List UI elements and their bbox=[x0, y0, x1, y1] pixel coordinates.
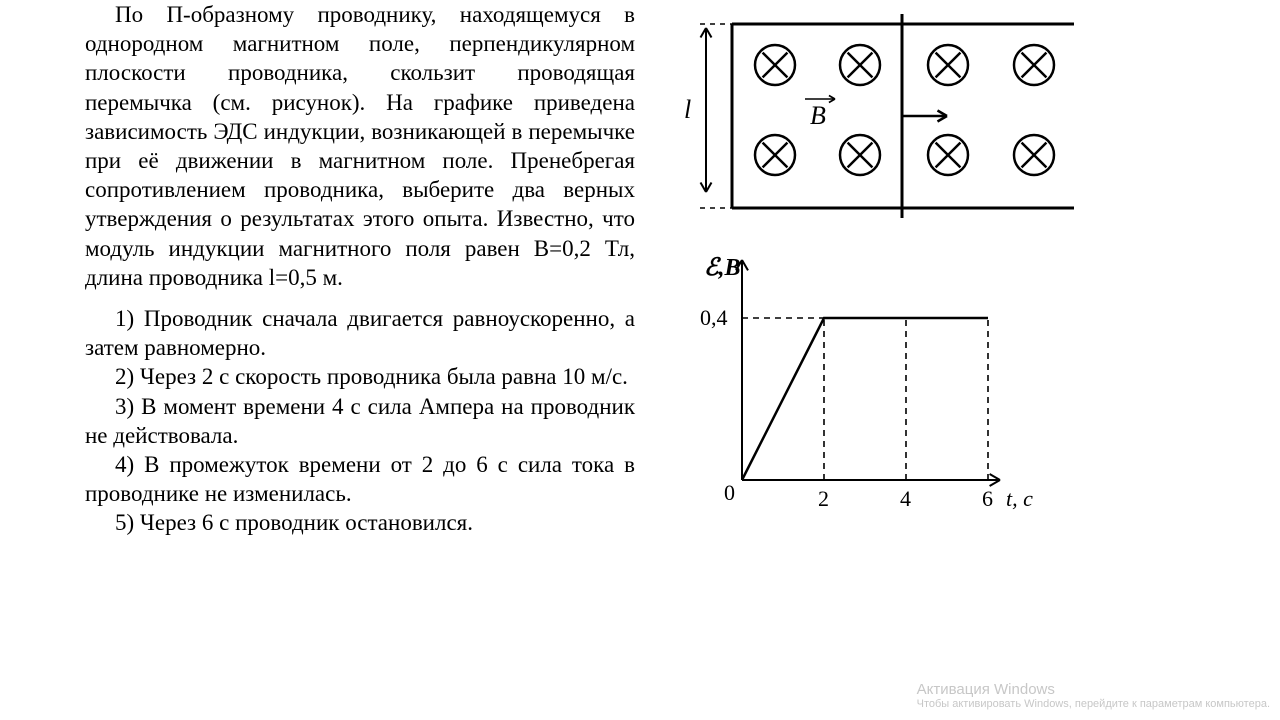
conductor-diagram: lB bbox=[680, 10, 1100, 220]
windows-activation-watermark: Активация Windows Чтобы активировать Win… bbox=[917, 681, 1270, 710]
svg-text:0: 0 bbox=[724, 480, 735, 505]
svg-text:ℰ,В: ℰ,В bbox=[704, 255, 741, 281]
option-1: 1) Проводник сначала двигается равноуско… bbox=[85, 304, 635, 362]
option-5: 5) Через 6 с проводник остановился. bbox=[85, 508, 635, 537]
svg-text:t, c: t, c bbox=[1006, 486, 1033, 511]
option-3: 3) В момент времени 4 с сила Ампера на п… bbox=[85, 392, 635, 450]
watermark-title: Активация Windows bbox=[917, 681, 1270, 698]
answer-options: 1) Проводник сначала двигается равноуско… bbox=[85, 304, 635, 538]
figures: lB ℰ,В00,4246t, c bbox=[680, 10, 1100, 550]
watermark-sub: Чтобы активировать Windows, перейдите к … bbox=[917, 698, 1270, 710]
svg-text:4: 4 bbox=[900, 486, 911, 511]
problem-paragraph: По П-образному проводнику, находящемуся … bbox=[85, 0, 635, 292]
svg-text:l: l bbox=[684, 95, 691, 124]
paragraph-content: По П-образному проводнику, находящемуся … bbox=[85, 2, 635, 290]
svg-text:6: 6 bbox=[982, 486, 993, 511]
option-4: 4) В промежуток времени от 2 до 6 с сила… bbox=[85, 450, 635, 508]
option-2: 2) Через 2 с скорость проводника была ра… bbox=[85, 362, 635, 391]
svg-text:0,4: 0,4 bbox=[700, 305, 728, 330]
problem-text: По П-образному проводнику, находящемуся … bbox=[85, 0, 635, 538]
svg-text:2: 2 bbox=[818, 486, 829, 511]
emf-chart: ℰ,В 0 0,4 2 4 6 t, c bbox=[690, 250, 1050, 550]
svg-text:B: B bbox=[810, 101, 826, 130]
